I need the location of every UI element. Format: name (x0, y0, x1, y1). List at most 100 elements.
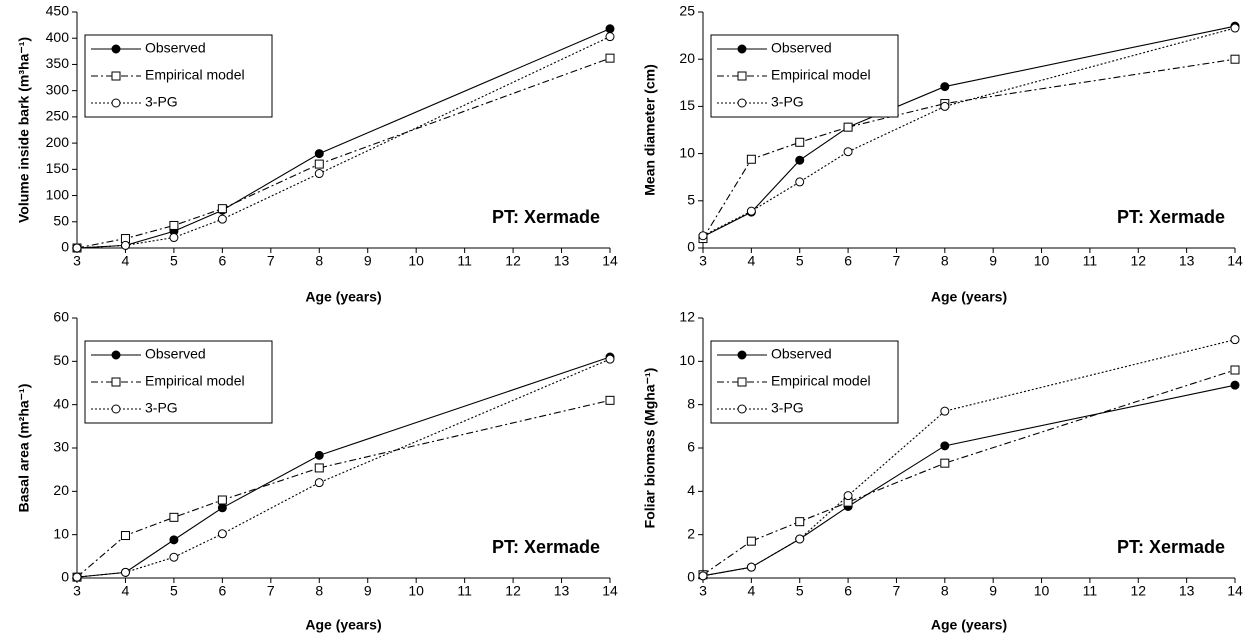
marker (314, 169, 324, 179)
marker (314, 463, 324, 473)
marker (111, 44, 121, 54)
y-tick-label: 2 (687, 525, 695, 541)
y-tick-label: 30 (53, 439, 69, 455)
annotation: PT: Xermade (1117, 537, 1225, 557)
marker (795, 517, 805, 527)
x-tick-label: 7 (893, 583, 901, 599)
y-tick-label: 300 (46, 81, 70, 97)
legend-label: Empirical model (771, 373, 871, 389)
marker (737, 44, 747, 54)
x-tick-label: 9 (989, 583, 997, 599)
y-axis-label: Mean diameter (cm) (642, 64, 658, 195)
legend-label: Empirical model (771, 67, 871, 83)
x-tick-label: 7 (267, 253, 275, 269)
y-axis-label: Basal area (m²ha⁻¹) (16, 384, 32, 513)
x-axis-label: Age (years) (305, 617, 381, 633)
series-line (76, 36, 611, 249)
x-tick-label: 3 (699, 253, 707, 269)
x-tick-label: 12 (1130, 583, 1146, 599)
x-tick-label: 5 (170, 253, 178, 269)
x-tick-label: 9 (989, 253, 997, 269)
marker (169, 220, 179, 230)
legend-label: Observed (771, 346, 832, 362)
marker (72, 572, 82, 582)
x-tick-label: 5 (796, 583, 804, 599)
y-axis-label: Volume inside bark (m³ha⁻¹) (16, 37, 32, 223)
marker (940, 406, 950, 416)
marker (120, 240, 130, 250)
y-tick-label: 20 (53, 482, 69, 498)
y-tick-label: 0 (687, 569, 695, 585)
x-tick-label: 3 (73, 583, 81, 599)
marker (737, 71, 747, 81)
legend-label: Observed (145, 40, 206, 56)
x-tick-label: 6 (844, 583, 852, 599)
legend-label: 3-PG (771, 94, 804, 110)
x-tick-label: 4 (122, 583, 130, 599)
marker (169, 512, 179, 522)
marker (746, 206, 756, 216)
x-tick-label: 4 (747, 253, 755, 269)
series-line (76, 358, 611, 578)
x-tick-label: 6 (218, 583, 226, 599)
legend-label: Observed (145, 346, 206, 362)
y-tick-label: 15 (679, 97, 695, 113)
x-tick-label: 13 (1179, 253, 1195, 269)
x-tick-label: 6 (218, 253, 226, 269)
panel: 0 10 20 30 40 50 60 3 4 5 6 7 8 9 10 11 12 13 14 Age (years… (16, 309, 618, 633)
x-tick-label: 7 (893, 253, 901, 269)
x-tick-label: 8 (315, 253, 323, 269)
y-tick-label: 200 (46, 134, 70, 150)
marker (111, 404, 121, 414)
y-tick-label: 10 (53, 525, 69, 541)
marker (217, 529, 227, 539)
annotation: PT: Xermade (1117, 207, 1225, 227)
marker (111, 98, 121, 108)
x-tick-label: 5 (796, 253, 804, 269)
x-tick-label: 13 (554, 253, 570, 269)
marker (111, 71, 121, 81)
y-tick-label: 150 (46, 160, 70, 176)
y-tick-label: 450 (46, 3, 70, 19)
marker (217, 495, 227, 505)
marker (698, 571, 708, 581)
marker (737, 350, 747, 360)
x-tick-label: 8 (941, 253, 949, 269)
y-tick-label: 0 (61, 239, 69, 255)
marker (795, 155, 805, 165)
marker (605, 24, 615, 34)
y-tick-label: 60 (53, 309, 69, 325)
marker (605, 395, 615, 405)
y-tick-label: 400 (46, 29, 70, 45)
x-tick-label: 6 (844, 253, 852, 269)
marker (1230, 365, 1240, 375)
x-tick-label: 12 (505, 253, 521, 269)
marker (746, 536, 756, 546)
marker (111, 350, 121, 360)
y-tick-label: 12 (679, 309, 695, 325)
y-tick-label: 350 (46, 55, 70, 71)
series-line (702, 58, 1236, 239)
y-tick-label: 5 (687, 192, 695, 208)
marker (111, 377, 121, 387)
x-tick-label: 10 (408, 583, 424, 599)
legend-label: 3-PG (145, 94, 178, 110)
marker (746, 154, 756, 164)
y-tick-label: 50 (53, 352, 69, 368)
marker (169, 233, 179, 243)
marker (940, 82, 950, 92)
x-tick-label: 10 (408, 253, 424, 269)
x-tick-label: 14 (602, 253, 618, 269)
x-tick-label: 10 (1034, 583, 1050, 599)
marker (843, 491, 853, 501)
marker (795, 534, 805, 544)
legend-label: Observed (771, 40, 832, 56)
marker (1230, 335, 1240, 345)
legend-label: Empirical model (145, 373, 245, 389)
marker (843, 122, 853, 132)
x-tick-label: 3 (699, 583, 707, 599)
marker (314, 478, 324, 488)
marker (217, 503, 227, 513)
